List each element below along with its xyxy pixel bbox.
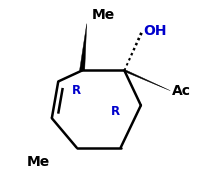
Text: R: R [111,105,120,118]
Text: Ac: Ac [172,84,191,98]
Polygon shape [80,24,87,70]
Text: Me: Me [92,8,116,22]
Text: Me: Me [27,155,50,169]
Text: R: R [72,84,81,97]
Text: OH: OH [144,24,167,38]
Polygon shape [124,70,170,91]
